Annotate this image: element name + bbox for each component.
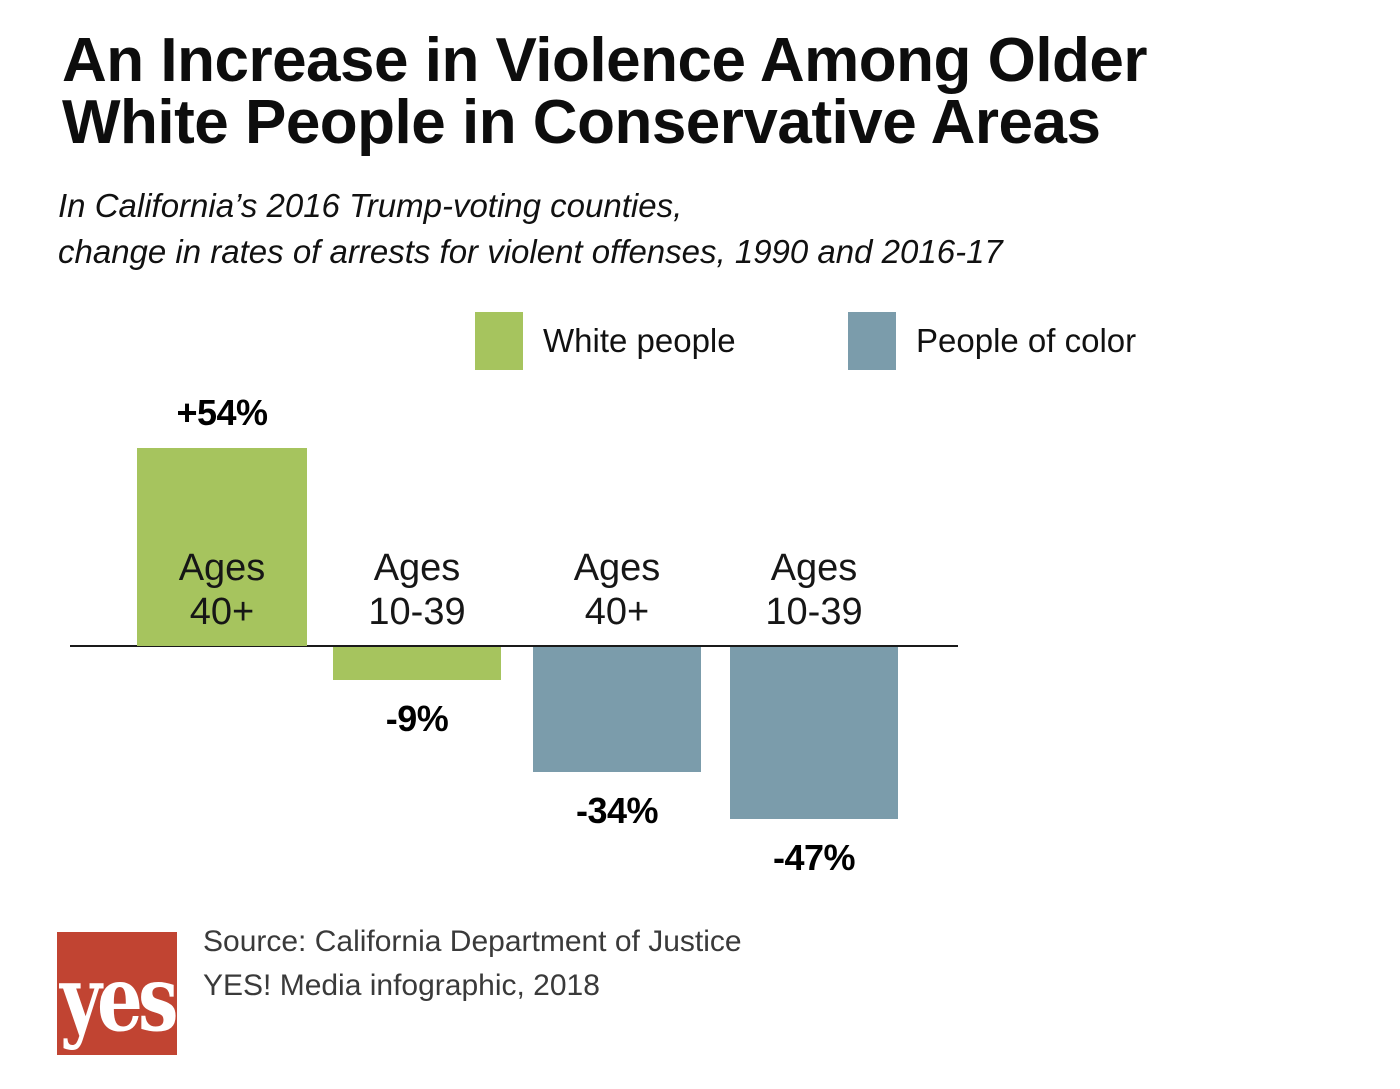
value-label-minus47: -47% <box>772 837 856 878</box>
source-attribution: Source: California Department of Justice… <box>203 920 903 1008</box>
title-line-1: An Increase in Violence Among Older <box>62 26 1148 95</box>
value-label-minus34: -34% <box>575 790 659 831</box>
bar-white-ages-40plus <box>137 448 307 646</box>
subtitle-line-1: In California’s 2016 Trump-voting counti… <box>58 187 683 224</box>
bar-poc-ages-40plus <box>533 647 701 772</box>
zero-baseline-axis <box>70 645 958 647</box>
category-label-poc-40plus: Ages 40+ <box>573 547 661 633</box>
yes-logo-text: yes! <box>60 946 205 1052</box>
title-line-2: White People in Conservative Areas <box>62 88 1101 157</box>
source-line-2: YES! Media infographic, 2018 <box>203 969 600 1002</box>
chart-subtitle: In California’s 2016 Trump-voting counti… <box>58 183 1208 275</box>
legend-label-people-of-color: People of color <box>916 322 1137 359</box>
category-label-poc-10-39: Ages 10-39 <box>765 547 863 633</box>
page-title: An Increase in Violence Among Older Whit… <box>62 30 1312 154</box>
value-label-plus54: +54% <box>176 392 268 433</box>
bar-poc-ages-10-39 <box>730 647 898 819</box>
source-line-1: Source: California Department of Justice <box>203 925 742 958</box>
category-label-white-40plus: Ages 40+ <box>178 547 266 633</box>
subtitle-line-2: change in rates of arrests for violent o… <box>58 233 1003 270</box>
legend-label-white-people: White people <box>543 322 736 359</box>
bar-white-ages-10-39 <box>333 647 501 680</box>
yes-media-logo: yes! <box>57 932 205 1055</box>
legend-swatch-people-of-color <box>848 312 896 370</box>
value-label-minus9: -9% <box>385 698 449 739</box>
category-label-white-10-39: Ages 10-39 <box>368 547 466 633</box>
legend-swatch-white-people <box>475 312 523 370</box>
